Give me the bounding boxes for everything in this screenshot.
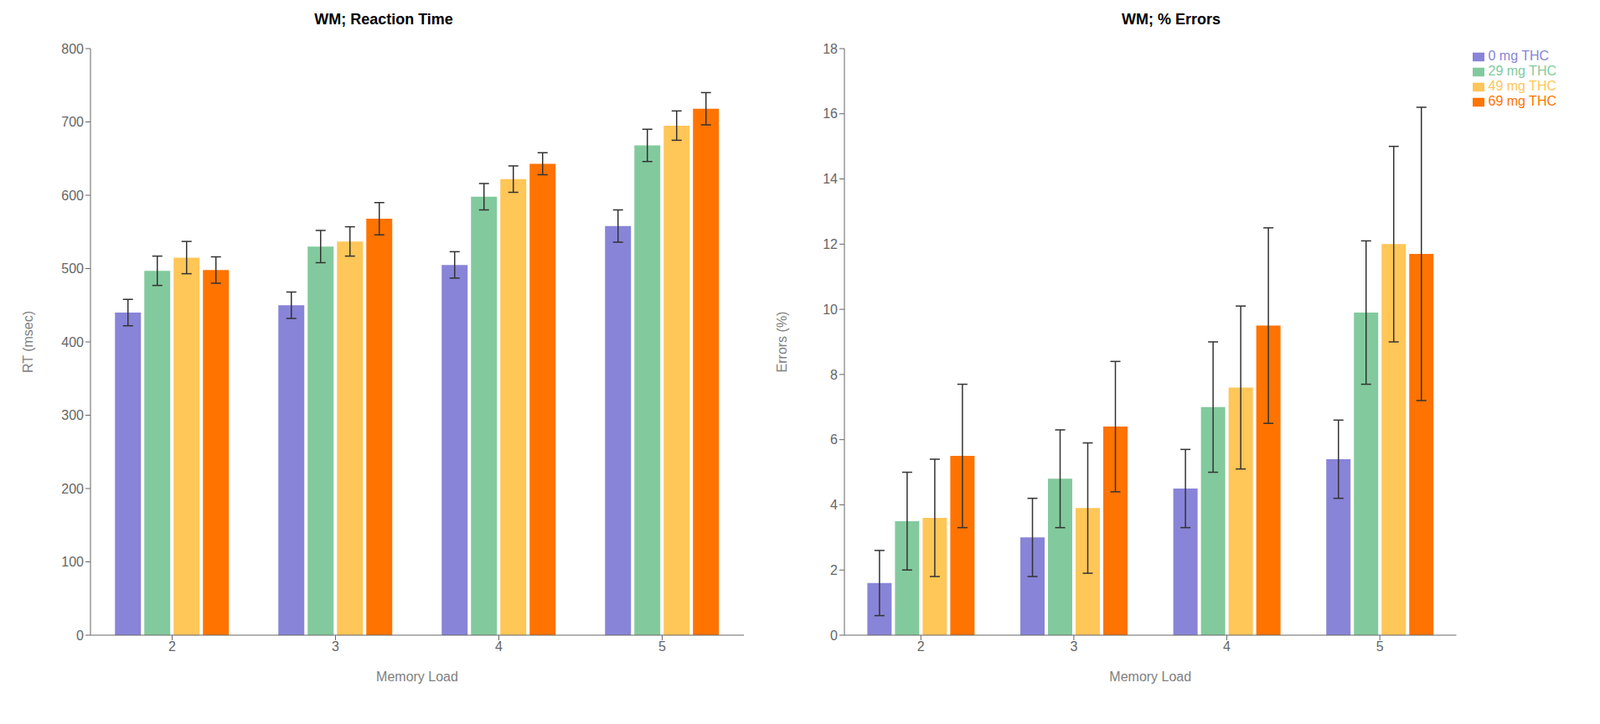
svg-text:Memory Load: Memory Load — [1109, 669, 1192, 684]
svg-text:500: 500 — [61, 261, 84, 276]
svg-text:5: 5 — [1376, 639, 1384, 654]
svg-text:4: 4 — [495, 639, 503, 654]
svg-text:10: 10 — [822, 302, 838, 317]
svg-text:3: 3 — [331, 639, 340, 654]
html-text:WM; Reaction Time: WM; Reaction Time — [314, 10, 454, 28]
svg-text:6: 6 — [830, 432, 838, 447]
svg-text:RT (msec): RT (msec) — [20, 310, 36, 373]
svg-text:8: 8 — [830, 367, 838, 382]
svg-text:0: 0 — [830, 628, 838, 643]
svg-text:16: 16 — [822, 106, 838, 121]
svg-text:3: 3 — [1069, 639, 1078, 654]
html-text:WM; % Errors: WM; % Errors — [1121, 10, 1221, 28]
svg-text:Errors (%): Errors (%) — [774, 311, 790, 373]
html-text:0 mg THC: 0 mg THC — [1488, 48, 1549, 63]
svg-text:Memory Load: Memory Load — [376, 669, 459, 684]
svg-text:100: 100 — [61, 554, 84, 569]
svg-text:400: 400 — [61, 335, 84, 350]
svg-text:12: 12 — [822, 237, 838, 252]
svg-text:2: 2 — [917, 639, 925, 654]
html-text:69 mg THC: 69 mg THC — [1488, 93, 1557, 109]
svg-text:0: 0 — [76, 628, 84, 643]
svg-text:14: 14 — [822, 171, 838, 186]
svg-text:200: 200 — [61, 481, 84, 496]
svg-text:300: 300 — [61, 407, 84, 423]
svg-text:700: 700 — [61, 114, 84, 130]
html-text:49 mg THC: 49 mg THC — [1488, 78, 1557, 93]
svg-text:2: 2 — [830, 562, 838, 578]
svg-text:18: 18 — [822, 41, 838, 57]
svg-text:4: 4 — [1223, 639, 1231, 654]
html-text:29 mg THC: 29 mg THC — [1488, 63, 1557, 78]
svg-text:2: 2 — [168, 639, 176, 654]
svg-text:5: 5 — [658, 639, 666, 654]
svg-text:800: 800 — [61, 41, 84, 57]
svg-text:4: 4 — [830, 497, 838, 512]
svg-text:600: 600 — [61, 188, 84, 203]
